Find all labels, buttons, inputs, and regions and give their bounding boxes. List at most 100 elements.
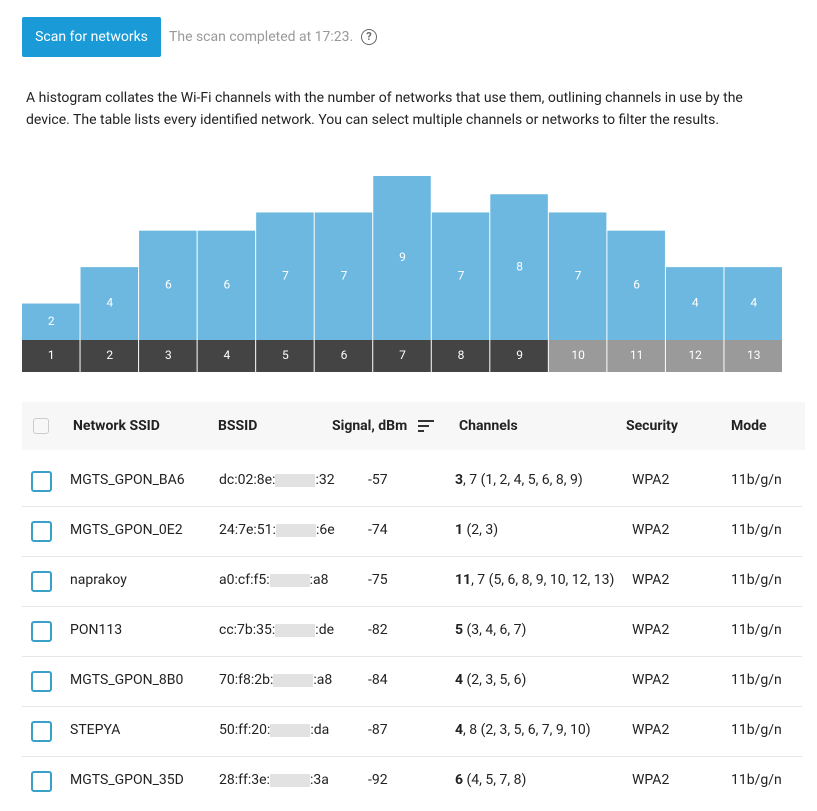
histogram-bar[interactable]: [548, 212, 607, 340]
bar-label: 4: [692, 296, 699, 310]
row-checkbox[interactable]: [31, 771, 52, 792]
other-channels: (2, 3, 5, 6): [463, 672, 527, 688]
row-checkbox[interactable]: [31, 721, 52, 742]
channels: 11, 7 (5, 6, 8, 9, 10, 12, 13): [455, 572, 614, 588]
row-separator: [22, 606, 802, 607]
channel-cell[interactable]: [607, 340, 665, 372]
ssid: naprakoy: [70, 572, 127, 588]
histogram-bar[interactable]: [665, 267, 724, 340]
security: WPA2: [632, 672, 670, 688]
histogram-bar[interactable]: [431, 212, 490, 340]
histogram-bar[interactable]: [490, 194, 548, 340]
column-header[interactable]: Security: [626, 418, 678, 434]
channel-cell[interactable]: [80, 340, 139, 372]
channel-cell[interactable]: [431, 340, 490, 372]
bar-label: 7: [458, 268, 465, 282]
histogram-bar[interactable]: [314, 212, 373, 340]
security: WPA2: [632, 472, 670, 488]
channel-cell[interactable]: [373, 340, 431, 372]
ssid: MGTS_GPON_35D: [70, 772, 184, 788]
row-checkbox[interactable]: [31, 471, 52, 492]
bar-label: 6: [224, 278, 231, 292]
row-separator: [22, 656, 802, 657]
channel-cell[interactable]: [139, 340, 197, 372]
column-header[interactable]: Network SSID: [73, 418, 160, 434]
histogram: 2 1 4 2 6 3 6 4 7 5 7 6 9 7 7 8 8 9 7 10 6 11 4 12 4 13: [22, 176, 782, 372]
column-header[interactable]: Mode: [731, 418, 767, 434]
histogram-bar[interactable]: [80, 267, 139, 340]
ssid: STEPYA: [70, 722, 121, 738]
bssid-start: 24:7e:51:: [219, 522, 276, 538]
column-header[interactable]: Channels: [459, 418, 518, 434]
channel-label: 6: [341, 348, 348, 362]
channel-cell[interactable]: [724, 340, 782, 372]
bssid-start: cc:7b:35:: [219, 622, 276, 638]
signal: -57: [368, 472, 388, 488]
mode: 11b/g/n: [731, 622, 782, 638]
column-header[interactable]: Signal, dBm: [332, 418, 408, 434]
histogram-bar[interactable]: [139, 230, 197, 340]
bssid-end: :3a: [309, 772, 329, 788]
bssid: cc:7b:35::de: [219, 622, 334, 638]
channel-cell[interactable]: [490, 340, 548, 372]
channel-label: 10: [571, 348, 585, 362]
bssid-start: dc:02:8e:: [219, 472, 276, 488]
channel-cell[interactable]: [665, 340, 724, 372]
histogram-bar[interactable]: [22, 303, 80, 340]
channel-label: 8: [458, 348, 465, 362]
histogram-bar[interactable]: [256, 212, 314, 340]
help-icon[interactable]: ?: [361, 29, 377, 45]
bssid: 50:ff:20::da: [219, 722, 329, 738]
other-channels: (2, 3): [463, 522, 499, 538]
histogram-bar[interactable]: [724, 267, 782, 340]
mode: 11b/g/n: [731, 722, 782, 738]
security: WPA2: [632, 772, 670, 788]
bssid-start: 50:ff:20:: [219, 722, 271, 738]
bssid-end: :32: [315, 472, 335, 488]
mode: 11b/g/n: [731, 472, 782, 488]
bar-label: 8: [516, 259, 523, 273]
channel-cell[interactable]: [22, 340, 80, 372]
security: WPA2: [632, 622, 670, 638]
redacted: [275, 473, 316, 487]
channel-cell[interactable]: [548, 340, 607, 372]
histogram-bar[interactable]: [373, 176, 431, 340]
scan-status: The scan completed at 17:23.: [169, 29, 354, 45]
row-checkbox[interactable]: [31, 621, 52, 642]
scan-button[interactable]: Scan for networks: [22, 17, 161, 57]
column-header[interactable]: BSSID: [218, 418, 258, 434]
bar-label: 9: [399, 250, 406, 264]
sort-icon[interactable]: [417, 419, 435, 433]
primary-channel: 1: [455, 522, 464, 538]
security: WPA2: [632, 722, 670, 738]
channel-cell[interactable]: [314, 340, 373, 372]
primary-channel: 6: [455, 772, 464, 788]
histogram-bar[interactable]: [607, 230, 665, 340]
bar-label: 7: [341, 268, 348, 282]
row-checkbox[interactable]: [31, 571, 52, 592]
mode: 11b/g/n: [731, 572, 782, 588]
mode: 11b/g/n: [731, 522, 782, 538]
channel-label: 12: [688, 348, 702, 362]
bar-label: 6: [165, 278, 172, 292]
row-checkbox[interactable]: [31, 671, 52, 692]
row-checkbox[interactable]: [31, 521, 52, 542]
histogram-bar[interactable]: [197, 230, 256, 340]
bssid: dc:02:8e: :32: [219, 472, 335, 488]
ssid: MGTS_GPON_0E2: [70, 522, 183, 538]
table-header: Network SSID BSSID Signal, dBm Channels …: [22, 402, 805, 450]
channels: 4 (2, 3, 5, 6): [455, 672, 526, 688]
bssid: a0:cf:f5::a8: [219, 572, 328, 588]
other-channels: (3, 4, 6, 7): [463, 622, 527, 638]
channel-cell[interactable]: [256, 340, 314, 372]
bar-label: 4: [106, 296, 113, 310]
other-channels: , 8 (2, 3, 5, 6, 7, 9, 10): [463, 722, 591, 738]
channels: 6 (4, 5, 7, 8): [455, 772, 526, 788]
bssid-end: :6e: [315, 522, 335, 538]
bssid: 28:ff:3e::3a: [219, 772, 329, 788]
redacted: [269, 773, 310, 787]
channel-cell[interactable]: [197, 340, 256, 372]
select-all-checkbox[interactable]: [33, 418, 49, 434]
channel-label: 13: [747, 348, 761, 362]
